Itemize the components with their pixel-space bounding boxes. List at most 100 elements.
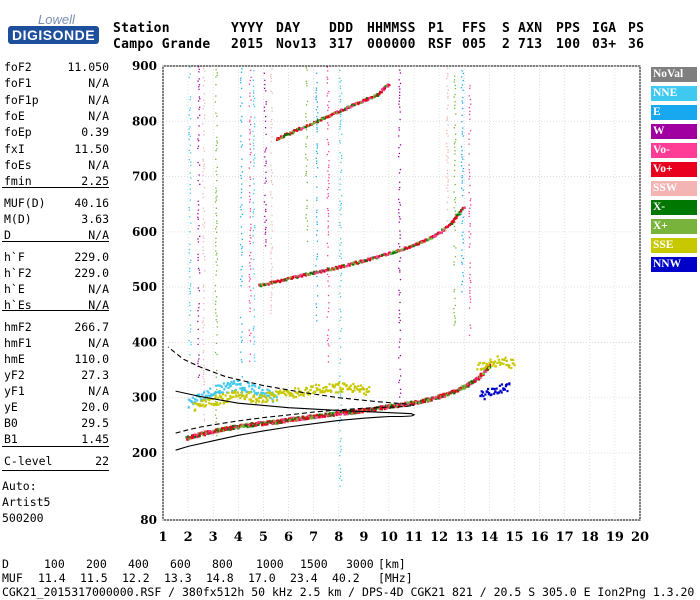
noise-dot xyxy=(189,199,191,201)
noise-dot xyxy=(453,264,455,266)
echo-point xyxy=(233,382,236,385)
echo-point xyxy=(378,407,381,410)
noise-dot xyxy=(241,393,243,395)
noise-dot xyxy=(468,191,470,194)
echo-point xyxy=(250,400,253,403)
noise-dot xyxy=(327,209,329,212)
noise-dot xyxy=(241,115,243,118)
echo-point xyxy=(501,358,504,361)
echo-point xyxy=(494,365,498,368)
noise-dot xyxy=(215,270,218,272)
noise-dot xyxy=(188,252,191,254)
noise-dot xyxy=(447,184,449,186)
noise-dot xyxy=(241,376,243,378)
echo-point xyxy=(483,398,486,401)
echo-point xyxy=(452,389,455,392)
noise-dot xyxy=(453,225,456,228)
noise-dot xyxy=(189,216,191,218)
noise-dot xyxy=(215,237,217,239)
echo-point xyxy=(198,393,201,396)
noise-dot xyxy=(339,249,341,252)
header-value-6: 005 xyxy=(462,37,487,52)
noise-dot xyxy=(265,171,267,173)
echo-point xyxy=(331,385,335,388)
echo-point xyxy=(216,390,220,394)
echo-point xyxy=(304,126,307,129)
echo-point xyxy=(338,266,341,269)
noise-dot xyxy=(316,209,318,211)
muf-cell: 11.4 xyxy=(38,571,66,585)
noise-dot xyxy=(198,125,200,127)
noise-dot xyxy=(203,297,205,299)
noise-dot xyxy=(454,84,456,87)
echo-point xyxy=(215,428,218,431)
echo-point xyxy=(473,380,476,384)
noise-dot xyxy=(453,79,456,81)
echo-point xyxy=(327,115,330,118)
noise-dot xyxy=(198,174,200,176)
echo-point xyxy=(229,384,232,387)
noise-dot xyxy=(254,360,256,362)
noise-dot xyxy=(306,100,309,103)
echo-point xyxy=(352,103,355,106)
echo-point xyxy=(395,403,399,406)
echo-point xyxy=(387,83,390,86)
echo-point xyxy=(276,137,279,140)
echo-point xyxy=(320,414,323,417)
echo-point xyxy=(291,393,294,396)
echo-point xyxy=(292,131,296,134)
noise-dot xyxy=(197,267,200,270)
echo-point xyxy=(325,386,328,389)
noise-dot xyxy=(316,230,318,232)
x-tick-label: 10 xyxy=(380,530,398,545)
echo-point xyxy=(437,396,440,399)
echo-point xyxy=(202,433,205,437)
param-row: h`F2 229.0 xyxy=(2,266,109,280)
noise-dot xyxy=(189,276,191,278)
echo-point xyxy=(276,390,279,394)
noise-dot xyxy=(306,229,308,231)
noise-dot xyxy=(270,75,272,78)
noise-dot xyxy=(250,99,252,101)
echo-point xyxy=(325,413,328,416)
noise-dot xyxy=(340,280,342,282)
echo-point xyxy=(212,402,216,406)
noise-dot xyxy=(327,144,330,146)
echo-point xyxy=(348,387,351,391)
echo-point xyxy=(459,210,463,213)
noise-dot xyxy=(197,145,200,147)
noise-dot xyxy=(328,285,330,287)
noise-dot xyxy=(216,72,218,74)
noise-dot xyxy=(316,106,319,108)
noise-dot xyxy=(265,204,267,206)
echo-point xyxy=(260,283,264,286)
noise-dot xyxy=(270,193,272,196)
echo-point xyxy=(480,393,483,396)
echo-point xyxy=(333,267,336,270)
echo-point xyxy=(196,399,199,402)
noise-dot xyxy=(249,148,251,150)
echo-point xyxy=(512,362,515,365)
header-value-10: 03+ xyxy=(592,37,617,52)
noise-dot xyxy=(398,198,400,201)
echo-point xyxy=(235,383,239,386)
noise-dot xyxy=(252,139,255,141)
echo-point xyxy=(362,392,366,395)
echo-point xyxy=(413,243,417,246)
noise-dot xyxy=(216,389,218,391)
echo-point xyxy=(242,388,245,392)
noise-dot xyxy=(253,165,255,167)
noise-dot xyxy=(326,267,328,269)
noise-dot xyxy=(469,266,471,269)
echo-point xyxy=(356,388,359,391)
noise-dot xyxy=(339,255,341,258)
noise-dot xyxy=(240,351,242,353)
noise-dot xyxy=(264,127,267,129)
echo-point xyxy=(261,391,264,394)
echo-point xyxy=(288,419,291,423)
noise-dot xyxy=(270,90,272,92)
echo-point xyxy=(350,262,353,265)
noise-dot xyxy=(469,296,471,298)
echo-point xyxy=(498,361,501,364)
echo-point xyxy=(442,395,445,398)
